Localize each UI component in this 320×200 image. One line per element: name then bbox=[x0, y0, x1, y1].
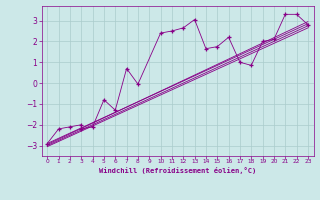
X-axis label: Windchill (Refroidissement éolien,°C): Windchill (Refroidissement éolien,°C) bbox=[99, 167, 256, 174]
